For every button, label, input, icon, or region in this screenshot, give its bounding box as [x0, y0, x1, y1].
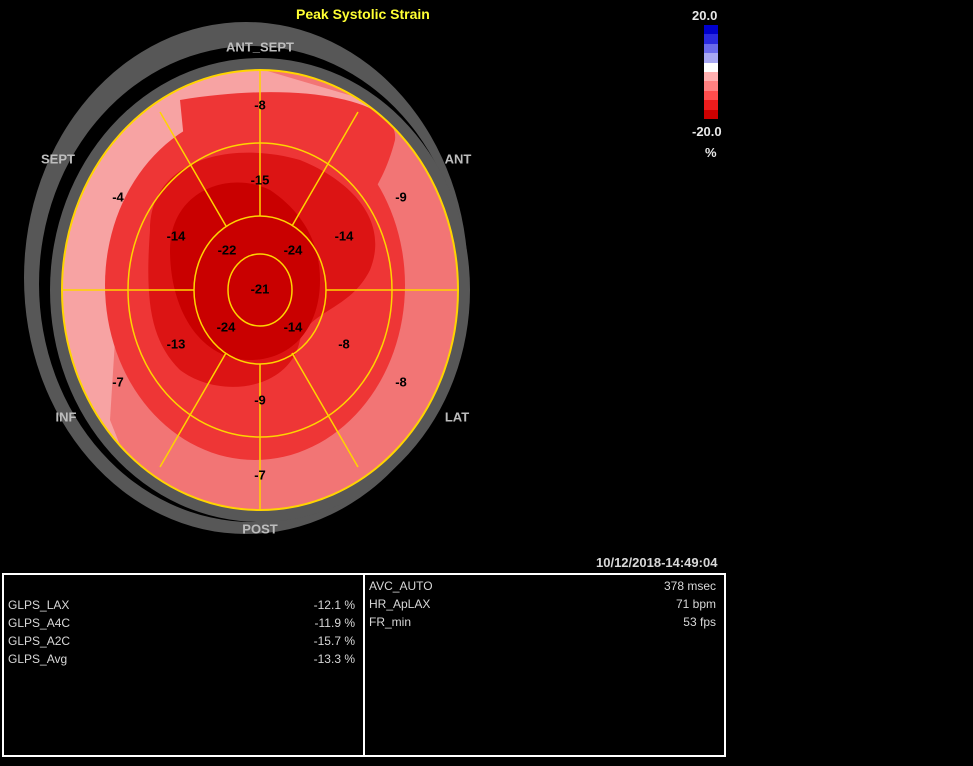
wall-label-lat: LAT [445, 409, 469, 424]
glps-panel: GLPS_LAX -12.1 % GLPS_A4C -11.9 % GLPS_A… [2, 573, 365, 757]
segment-mid-anterior: -14 [335, 228, 355, 243]
wall-label-ant: ANT [445, 151, 472, 166]
segment-basal-anterior: -9 [395, 189, 407, 204]
color-scale-unit: % [705, 145, 717, 160]
segment-mid-septal: -14 [167, 228, 187, 243]
color-scale-swatch [704, 71, 718, 82]
color-scale-swatch [704, 62, 718, 72]
wall-label-post: POST [242, 521, 277, 536]
color-scale-min: -20.0 [692, 124, 722, 139]
color-scale-swatch [704, 81, 718, 91]
glps-value: -12.1 % [313, 598, 355, 612]
segment-mid-lateral: -8 [338, 336, 350, 351]
color-scale-swatch [704, 34, 718, 44]
segment-basal-posterior: -7 [254, 467, 266, 482]
segment-apical-septal: -22 [218, 242, 237, 257]
glps-row: GLPS_A4C -11.9 % [8, 616, 355, 632]
chart-title: Peak Systolic Strain [296, 6, 430, 22]
segment-apical-lateral: -14 [284, 319, 304, 334]
wall-label-ant-sept: ANT_SEPT [226, 39, 294, 54]
segment-apex: -21 [251, 281, 270, 296]
glps-value: -13.3 % [313, 652, 355, 666]
segment-basal-anterior-septal: -8 [254, 97, 266, 112]
measurement-row: HR_ApLAX 71 bpm [369, 597, 716, 613]
measurement-row: FR_min 53 fps [369, 615, 716, 631]
color-scale-swatch [704, 53, 718, 63]
segment-basal-inferior: -7 [112, 374, 124, 389]
measurement-label: AVC_AUTO [369, 579, 433, 593]
glps-row: GLPS_Avg -13.3 % [8, 652, 355, 668]
segment-mid-anterior-septal: -15 [251, 172, 270, 187]
measurement-label: FR_min [369, 615, 412, 629]
measurement-value: 53 fps [683, 615, 716, 629]
segment-mid-inferior: -13 [167, 336, 186, 351]
measurement-value: 71 bpm [675, 597, 716, 611]
bullseye-plot: -8 -9 -8 -7 -7 -4 -15 -14 -8 -9 -13 -14 … [24, 22, 472, 536]
measurement-row: AVC_AUTO 378 msec [369, 579, 716, 595]
measurement-label: HR_ApLAX [369, 597, 431, 611]
glps-label: GLPS_A4C [8, 616, 71, 630]
glps-value: -15.7 % [313, 634, 355, 648]
color-scale-max: 20.0 [692, 8, 718, 23]
segment-grid [62, 70, 458, 510]
segment-basal-lateral: -8 [395, 374, 407, 389]
glps-label: GLPS_LAX [8, 598, 70, 612]
segment-apical-anterior: -24 [284, 242, 304, 257]
color-scale-swatch [704, 43, 718, 54]
glps-label: GLPS_A2C [8, 634, 71, 648]
glps-row: GLPS_LAX -12.1 % [8, 598, 355, 614]
measurement-value: 378 msec [663, 579, 716, 593]
segment-basal-septal: -4 [112, 189, 124, 204]
glps-row: GLPS_A2C -15.7 % [8, 634, 355, 650]
wall-label-sept: SEPT [41, 151, 75, 166]
color-scale-swatch [704, 100, 718, 110]
color-scale-swatch [704, 25, 718, 35]
glps-value: -11.9 % [314, 616, 355, 630]
segment-mid-posterior: -9 [254, 392, 266, 407]
color-scale-bar [704, 25, 718, 119]
glps-label: GLPS_Avg [8, 652, 68, 666]
wall-label-inf: INF [56, 409, 77, 424]
segment-apical-inferior: -24 [217, 319, 237, 334]
measurements-panel: AVC_AUTO 378 msec HR_ApLAX 71 bpm FR_min… [363, 573, 726, 757]
timestamp: 10/12/2018-14:49:04 [596, 555, 718, 570]
color-scale-swatch [704, 90, 718, 101]
color-scale-swatch [704, 109, 718, 119]
